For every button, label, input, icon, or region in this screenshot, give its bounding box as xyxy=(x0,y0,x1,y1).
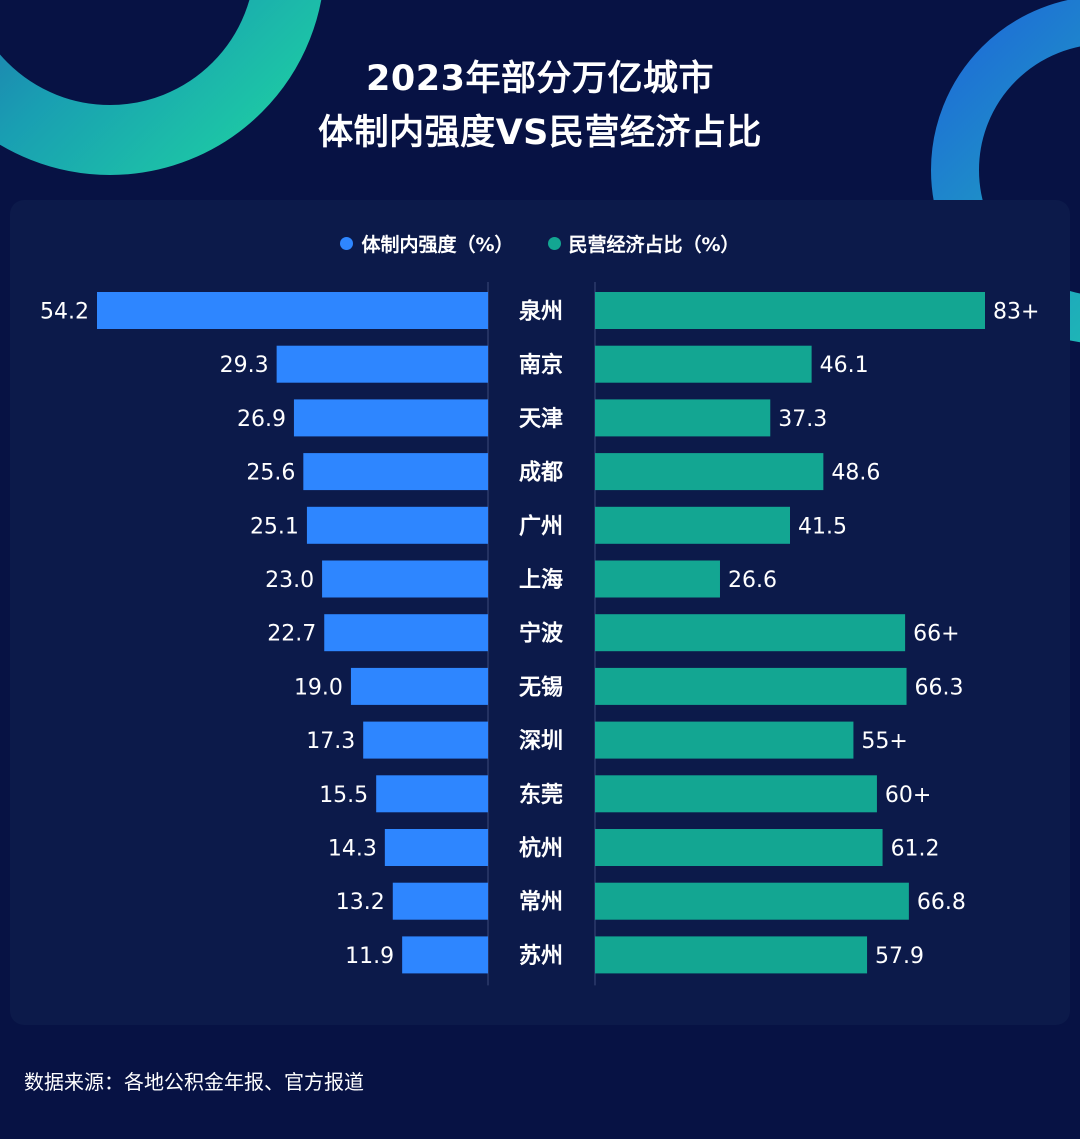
left-bar xyxy=(392,882,488,920)
right-bar xyxy=(595,506,790,544)
left-value-label: 17.3 xyxy=(306,729,355,754)
city-label: 无锡 xyxy=(519,675,563,700)
left-value-label: 15.5 xyxy=(319,783,368,808)
city-label: 天津 xyxy=(519,406,563,432)
right-value-label: 48.6 xyxy=(831,461,880,486)
left-value-label: 11.9 xyxy=(345,944,394,969)
legend-item-left: 体制内强度（%） xyxy=(340,230,514,257)
left-value-label: 25.1 xyxy=(250,514,299,539)
right-value-label: 46.1 xyxy=(820,353,869,378)
top-right-ring-decoration xyxy=(931,0,1080,343)
left-value-label: 22.7 xyxy=(267,622,316,647)
data-source-note: 数据来源：各地公积金年报、官方报道 xyxy=(24,1070,364,1094)
right-value-label: 26.6 xyxy=(728,568,777,593)
right-value-label: 55+ xyxy=(861,729,907,754)
left-bar xyxy=(350,667,488,705)
left-bar xyxy=(97,292,488,329)
right-bar xyxy=(595,292,985,329)
city-label: 常州 xyxy=(519,889,563,915)
right-bar xyxy=(595,614,906,652)
right-bar xyxy=(595,721,854,759)
left-bar xyxy=(363,721,488,759)
chart-title: 2023年部分万亿城市 体制内强度VS民营经济占比 xyxy=(0,52,1080,160)
left-value-label: 26.9 xyxy=(237,407,286,432)
right-value-label: 66+ xyxy=(913,622,959,647)
right-value-label: 37.3 xyxy=(778,407,827,432)
left-bar xyxy=(303,453,488,491)
city-label: 南京 xyxy=(519,352,563,378)
right-bar xyxy=(595,345,812,383)
left-bar xyxy=(402,936,488,974)
left-value-label: 29.3 xyxy=(220,353,269,378)
right-value-label: 41.5 xyxy=(798,514,847,539)
left-value-label: 25.6 xyxy=(246,461,295,486)
left-bar xyxy=(384,829,488,866)
right-bar xyxy=(595,936,868,974)
city-label: 广州 xyxy=(519,513,563,539)
right-value-label: 60+ xyxy=(885,783,931,808)
left-bar xyxy=(306,506,488,544)
legend-dot-right xyxy=(547,237,561,250)
legend: 体制内强度（%） 民营经济占比（%） xyxy=(0,230,1080,257)
left-bar xyxy=(276,345,488,383)
left-bar xyxy=(376,775,488,813)
right-bar xyxy=(595,399,771,437)
top-left-ring-decoration xyxy=(0,0,322,175)
left-bar xyxy=(324,614,488,652)
legend-label-left: 体制内强度（%） xyxy=(361,234,514,256)
city-label: 东莞 xyxy=(519,782,563,808)
left-value-label: 14.3 xyxy=(328,837,377,862)
title-line-2: 体制内强度VS民营经济占比 xyxy=(318,113,762,153)
city-label: 成都 xyxy=(519,461,563,486)
city-label: 深圳 xyxy=(519,729,563,754)
right-bar xyxy=(595,560,720,598)
right-bar xyxy=(595,453,824,491)
legend-dot-left xyxy=(340,237,354,250)
left-value-label: 13.2 xyxy=(336,890,385,915)
city-label: 宁波 xyxy=(519,621,564,647)
city-label: 泉州 xyxy=(519,299,563,325)
legend-item-right: 民营经济占比（%） xyxy=(547,230,740,257)
right-bar xyxy=(595,882,909,920)
right-value-label: 57.9 xyxy=(875,944,924,969)
city-label: 杭州 xyxy=(519,836,563,862)
right-value-label: 66.8 xyxy=(917,890,966,915)
left-value-label: 23.0 xyxy=(265,568,314,593)
legend-label-right: 民营经济占比（%） xyxy=(568,234,740,256)
right-value-label: 61.2 xyxy=(891,837,940,862)
left-bar xyxy=(322,560,488,598)
left-bar xyxy=(293,399,488,437)
left-value-label: 19.0 xyxy=(294,675,343,700)
left-value-label: 54.2 xyxy=(40,300,89,325)
title-line-1: 2023年部分万亿城市 xyxy=(366,59,714,99)
right-bar xyxy=(595,667,907,705)
city-label: 上海 xyxy=(519,567,563,593)
city-label: 苏州 xyxy=(519,943,563,969)
right-value-label: 66.3 xyxy=(915,675,964,700)
right-value-label: 83+ xyxy=(993,300,1039,325)
right-bar xyxy=(595,775,877,813)
right-bar xyxy=(595,829,883,866)
